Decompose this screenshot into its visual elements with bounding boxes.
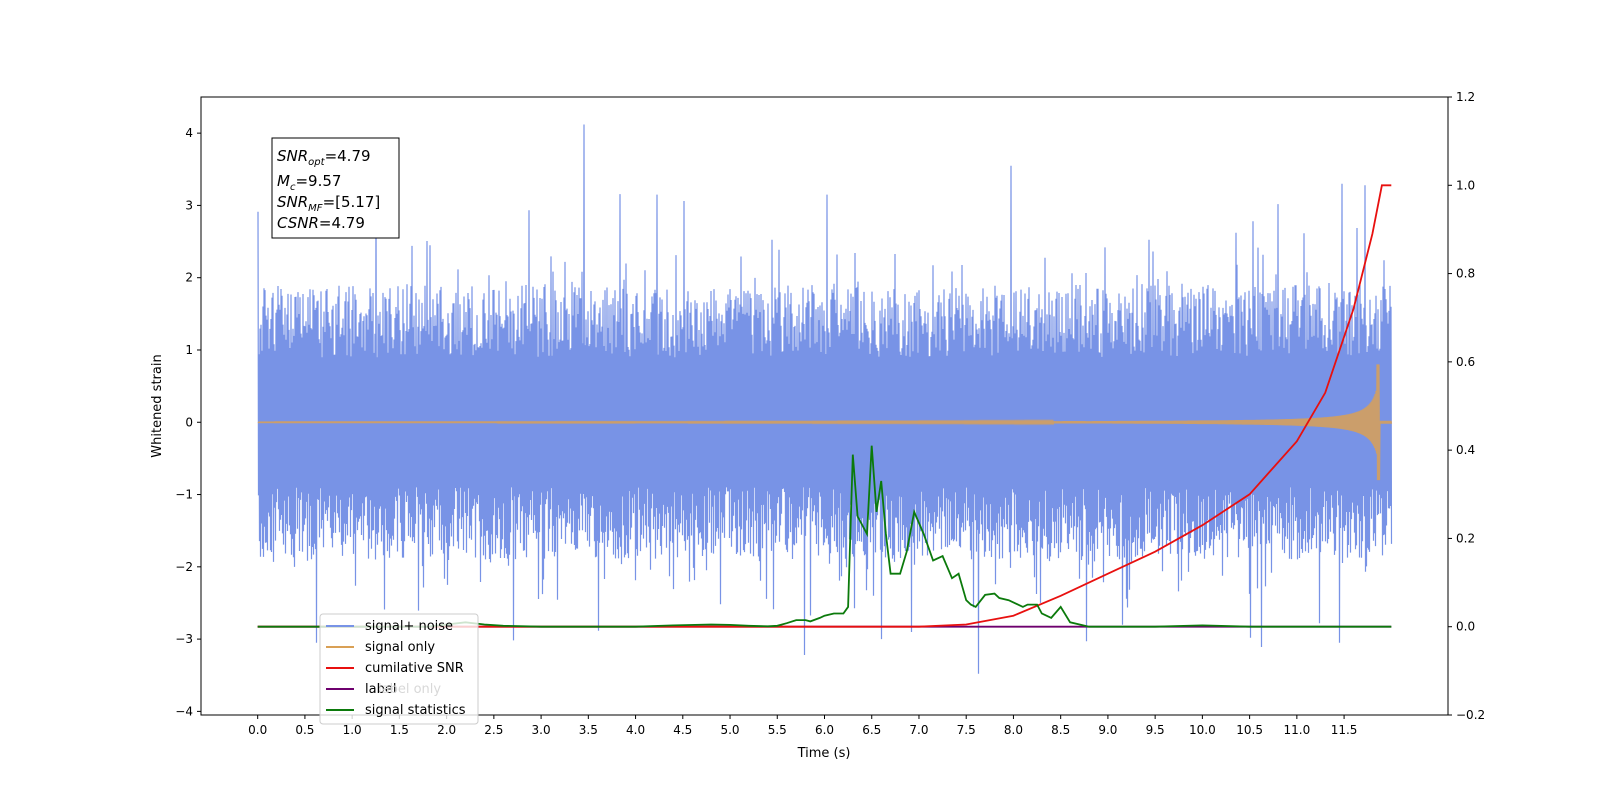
series-cumulative-snr: [257, 184, 1392, 628]
series-signal-only: [257, 364, 1393, 481]
legend: signal+ noise signal only cumilative SNR…: [319, 613, 479, 725]
stats-annotation: SNRopt=4.79 Mc=9.57 SNRMF=[5.17] CSNR=4.…: [271, 137, 400, 239]
x-tick-label: 2.5: [484, 723, 503, 737]
y-right-tick-label: 0.8: [1456, 267, 1475, 281]
x-axis-ticks: 0.0 0.5 1.0 1.5 2.0 2.5 3.0 3.5 4.0 4.5 5.0 5.5 6.0 6…: [248, 715, 1357, 737]
x-tick-label: 0.0: [248, 723, 267, 737]
x-tick-label: 8.0: [1004, 723, 1023, 737]
x-axis-label: Time (s): [797, 746, 851, 761]
legend-item-signal-only: signal only: [326, 640, 435, 655]
y-tick-label: −2: [175, 560, 193, 574]
x-tick-label: 11.0: [1283, 723, 1310, 737]
csnr-value: =4.79: [319, 214, 365, 232]
legend-label: signal statistics: [365, 703, 466, 718]
x-tick-label: 6.5: [862, 723, 881, 737]
x-tick-label: 11.5: [1331, 723, 1358, 737]
y-right-tick-label: 0.2: [1456, 531, 1475, 545]
y-right-tick-label: −0.2: [1456, 708, 1485, 722]
legend-label: signal only: [365, 640, 435, 655]
x-tick-label: 5.5: [768, 723, 787, 737]
y-tick-label: 0: [185, 415, 193, 429]
x-tick-label: 4.5: [673, 723, 692, 737]
x-tick-label: 7.0: [909, 723, 928, 737]
snr-mf-value: =[5.17]: [323, 193, 381, 211]
x-tick-label: 5.0: [720, 723, 739, 737]
y-right-tick-label: 0.4: [1456, 443, 1475, 457]
x-tick-label: 8.5: [1051, 723, 1070, 737]
x-tick-label: 10.5: [1236, 723, 1263, 737]
x-tick-label: 2.0: [437, 723, 456, 737]
series-layer: [257, 124, 1393, 674]
annotation-csnr: CSNR=4.79: [277, 214, 365, 232]
y-right-tick-label: 0.6: [1456, 355, 1475, 369]
y-tick-label: −1: [175, 488, 193, 502]
annotation-snr-opt: SNRopt=4.79: [277, 147, 371, 168]
snr-mf-subscript: MF: [308, 203, 323, 214]
x-tick-label: 7.5: [957, 723, 976, 737]
legend-item-signal-statistics: signal statistics: [326, 703, 466, 718]
snr-opt-symbol: SNR: [277, 147, 308, 165]
annotation-box: [271, 137, 400, 239]
y-tick-label: 2: [185, 271, 193, 285]
x-tick-label: 3.5: [579, 723, 598, 737]
legend-item-cumulative-snr: cumilative SNR: [326, 661, 464, 676]
x-tick-label: 9.5: [1146, 723, 1165, 737]
series-signal-noise: [257, 124, 1393, 674]
y-axis-left-ticks: −4 −3 −2 −1 0 1 2 3 4: [175, 126, 201, 718]
y-tick-label: 3: [185, 198, 193, 212]
y-axis-right-ticks: −0.2 0.0 0.2 0.4 0.6 0.8 1.0 1.2: [1448, 90, 1485, 722]
series-signal-statistics: [257, 445, 1392, 628]
y-tick-label: 4: [185, 126, 193, 140]
y-right-tick-label: 0.0: [1456, 620, 1475, 634]
y-tick-label: −3: [175, 632, 193, 646]
legend-label: signal+ noise: [365, 619, 453, 634]
legend-box: [319, 613, 479, 725]
snr-mf-symbol: SNR: [277, 193, 308, 211]
x-tick-label: 0.5: [295, 723, 314, 737]
x-tick-label: 6.0: [815, 723, 834, 737]
y-right-tick-label: 1.2: [1456, 90, 1475, 104]
x-tick-label: 1.0: [343, 723, 362, 737]
x-tick-label: 10.0: [1189, 723, 1216, 737]
mc-subscript: c: [290, 182, 296, 193]
x-tick-label: 1.5: [390, 723, 409, 737]
y-axis-label: Whitened strain: [150, 354, 165, 457]
legend-label: cumilative SNR: [365, 661, 464, 676]
x-tick-label: 4.0: [626, 723, 645, 737]
legend-item-label-only: label only: [378, 682, 441, 697]
x-tick-label: 3.0: [532, 723, 551, 737]
annotation-mc: Mc=9.57: [277, 172, 341, 193]
snr-opt-value: =4.79: [325, 147, 371, 165]
y-tick-label: −4: [175, 704, 193, 718]
legend-label-faded: label only: [378, 682, 441, 697]
x-tick-label: 9.0: [1098, 723, 1117, 737]
csnr-symbol: CSNR: [277, 214, 319, 232]
y-tick-label: 1: [185, 343, 193, 357]
y-right-tick-label: 1.0: [1456, 178, 1475, 192]
annotation-snr-mf: SNRMF=[5.17]: [277, 193, 380, 214]
snr-opt-subscript: opt: [308, 157, 325, 168]
legend-label: label: [365, 682, 396, 697]
legend-item-label: label: [326, 682, 396, 697]
mc-value: =9.57: [295, 172, 341, 190]
legend-item-signal-noise: signal+ noise: [326, 619, 453, 634]
mc-symbol: M: [277, 172, 290, 190]
